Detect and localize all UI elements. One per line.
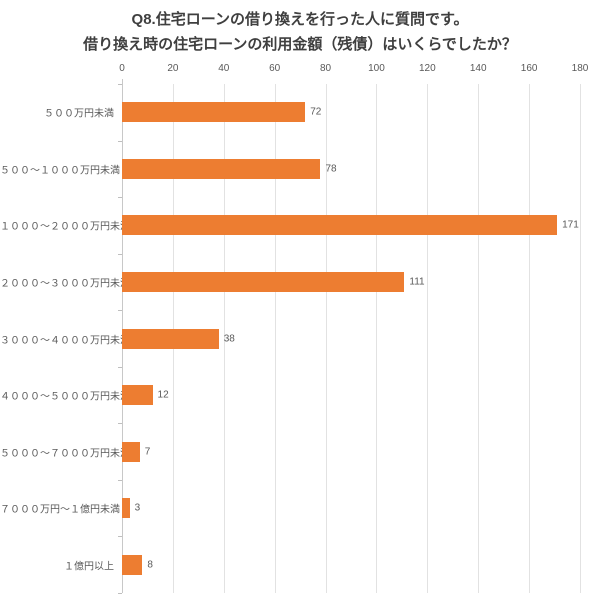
x-axis-tick-label: 60 [269,63,281,74]
category-label: ７０００万円～１億円未満 [0,504,120,516]
chart-title-line-2: 借り換え時の住宅ローンの利用金額（残債）はいくらでしたか？ [83,36,517,53]
gridline [427,84,429,593]
x-axis-tick-label: 40 [218,63,230,74]
category-axis-tick [118,366,122,368]
gridline [223,84,225,593]
category-label: １０００～２０００万円未満 [0,221,130,233]
category-axis-tick [118,84,122,85]
category-axis-tick [118,197,122,199]
gridline [274,84,276,593]
x-axis-tick-label: 140 [469,63,487,74]
category-label: ５０００～７０００万円未満 [0,448,130,460]
category-label: ５００～１０００万円未満 [0,165,120,177]
gridline [376,84,378,593]
chart-title-line-1: Q8.住宅ローンの借り換えを行った人に質問です。 [131,11,469,28]
category-axis-tick [118,479,122,481]
value-label: 111 [409,276,425,288]
category-label: ４０００～５０００万円未満 [0,391,130,403]
category-axis-tick [118,423,122,425]
bar [122,441,140,462]
bar [122,158,321,179]
x-axis-tick-label: 180 [571,63,589,74]
gridline [478,84,480,593]
bar [122,215,558,236]
x-axis-tick-label: 100 [368,63,385,74]
value-label: 171 [562,219,579,231]
x-axis-tick-label: 0 [119,63,125,74]
value-label: 3 [134,502,141,514]
bar [122,102,306,123]
x-axis-tick-label: 160 [520,63,538,74]
category-axis-tick [118,536,122,538]
value-label: 78 [325,163,337,175]
x-axis-tick-label: 80 [319,63,332,74]
bar [122,385,153,406]
category-label: １億円以上 [64,561,114,573]
value-label: 72 [310,106,322,118]
gridline [580,84,581,593]
category-axis-tick [118,253,122,255]
bar [122,271,405,292]
category-label: ５００万円未満 [44,108,114,120]
bar [122,554,143,575]
x-axis-tick-label: 20 [167,63,179,74]
category-axis-tick [118,140,122,142]
x-axis-tick-label: 120 [418,63,436,74]
value-label: 8 [147,559,153,571]
category-axis-tick [118,593,122,594]
category-label: ２０００～３０００万円未満 [0,278,130,290]
gridline [529,84,531,593]
value-label: 7 [144,446,151,458]
chart-title: Q8.住宅ローンの借り換えを行った人に質問です。 借り換え時の住宅ローンの利用金… [0,7,600,57]
bar [122,498,130,519]
category-label: ３０００～４０００万円未満 [0,335,130,346]
value-label: 12 [157,389,169,401]
value-label: 38 [223,333,235,344]
category-axis-tick [118,310,122,312]
bar [122,328,219,349]
gridline [325,84,327,593]
